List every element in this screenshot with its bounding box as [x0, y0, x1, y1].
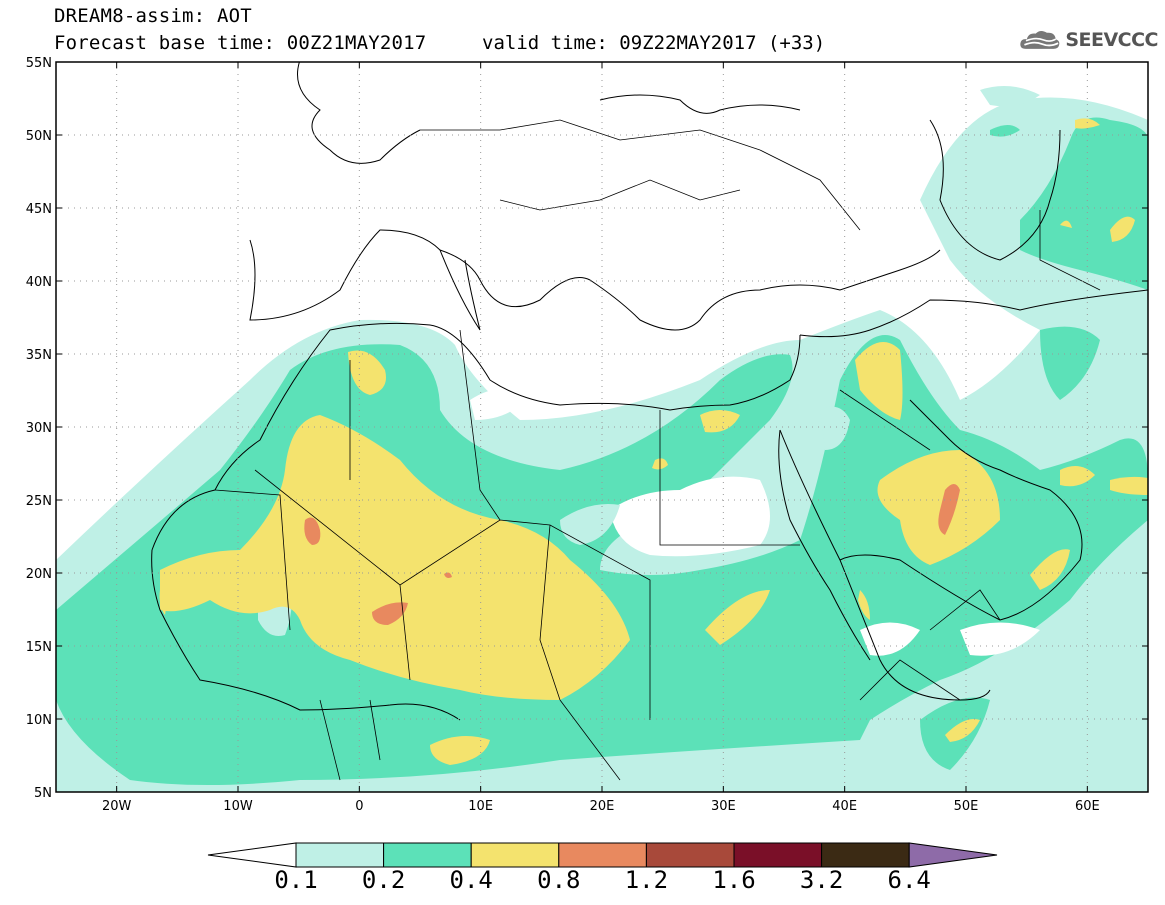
- lat-tick-label: 15N: [26, 640, 52, 655]
- colorbar-label: 0.1: [274, 866, 318, 894]
- colorbar-label: 0.8: [537, 866, 581, 894]
- base-time-label: Forecast base time: 00Z21MAY2017: [54, 32, 427, 54]
- lat-tick-label: 10N: [26, 713, 52, 728]
- lat-tick-label: 20N: [26, 567, 52, 582]
- valid-time-label: valid time: 09Z22MAY2017 (+33): [482, 32, 826, 54]
- lat-tick-label: 55N: [26, 56, 52, 71]
- coastlines: [151, 62, 1148, 721]
- lat-tick-label: 40N: [26, 275, 52, 290]
- colorbar-lower-arrow: [207, 842, 297, 868]
- lat-tick-label: 5N: [34, 786, 52, 801]
- lat-tick-label: 45N: [26, 202, 52, 217]
- lat-tick-label: 35N: [26, 348, 52, 363]
- colorbar-label: 1.6: [712, 866, 756, 894]
- colorbar-box: [295, 842, 385, 868]
- country-borders: [214, 119, 1101, 781]
- colorbar-upper-arrow: [908, 842, 998, 868]
- colorbar-label: 0.2: [361, 866, 406, 894]
- colorbar-label: 6.4: [887, 866, 931, 894]
- seevccc-logo: SEEVCCC: [1018, 23, 1158, 57]
- logo-text: SEEVCCC: [1065, 29, 1158, 51]
- aot-field: [56, 86, 1148, 792]
- lat-tick-label: 25N: [26, 494, 52, 509]
- colorbar: [207, 842, 998, 868]
- lon-tick-label: 10W: [223, 799, 253, 814]
- cloud-logo-icon: [1020, 30, 1060, 49]
- aot-band-0.8: [304, 484, 960, 625]
- lon-tick-label: 10E: [468, 799, 493, 814]
- colorbar-label: 0.4: [449, 866, 493, 894]
- lon-tick-label: 0: [355, 799, 363, 814]
- colorbar-box: [733, 842, 823, 868]
- colorbar-box: [645, 842, 735, 868]
- aot-clean-areas: [470, 388, 1040, 656]
- lon-tick-label: 30E: [711, 799, 736, 814]
- colorbar-box: [470, 842, 560, 868]
- lon-tick-label: 20E: [590, 799, 615, 814]
- colorbar-box: [821, 842, 910, 868]
- colorbar-label: 3.2: [799, 866, 844, 894]
- lat-tick-label: 30N: [26, 421, 52, 436]
- colorbar-box: [383, 842, 472, 868]
- lon-tick-label: 60E: [1075, 799, 1100, 814]
- map-title: DREAM8-assim: AOT: [54, 5, 252, 27]
- colorbar-box: [558, 842, 647, 868]
- aot-band-0.4: [159, 118, 1148, 765]
- lon-tick-label: 20W: [102, 799, 132, 814]
- lat-tick-label: 50N: [26, 129, 52, 144]
- lon-tick-label: 50E: [954, 799, 979, 814]
- lon-tick-label: 40E: [832, 799, 857, 814]
- axis-ticks: 20W 10W 0 10E 20E 30E 40E 50E 60E 55N 50N 45N 40N 35N…: [26, 56, 1148, 814]
- colorbar-label: 1.2: [624, 866, 669, 894]
